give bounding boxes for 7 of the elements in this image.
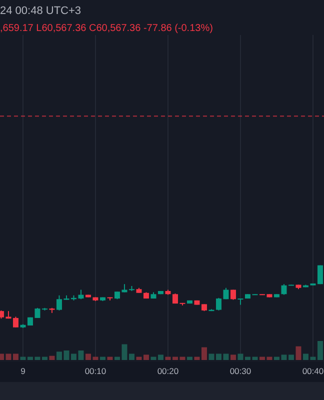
- chart-subtitle: ,659.17 L60,567.36 C60,567.36 -77.86 (-0.13%): [0, 23, 213, 34]
- x-tick-label: 00:40: [302, 366, 324, 376]
- chart-title: 24 00:48 UTC+3: [0, 5, 82, 17]
- x-tick-label: 00:10: [84, 366, 106, 376]
- x-tick-label: 9: [20, 366, 26, 376]
- x-tick-label: 00:20: [157, 366, 179, 376]
- x-tick-label: 00:30: [230, 366, 252, 376]
